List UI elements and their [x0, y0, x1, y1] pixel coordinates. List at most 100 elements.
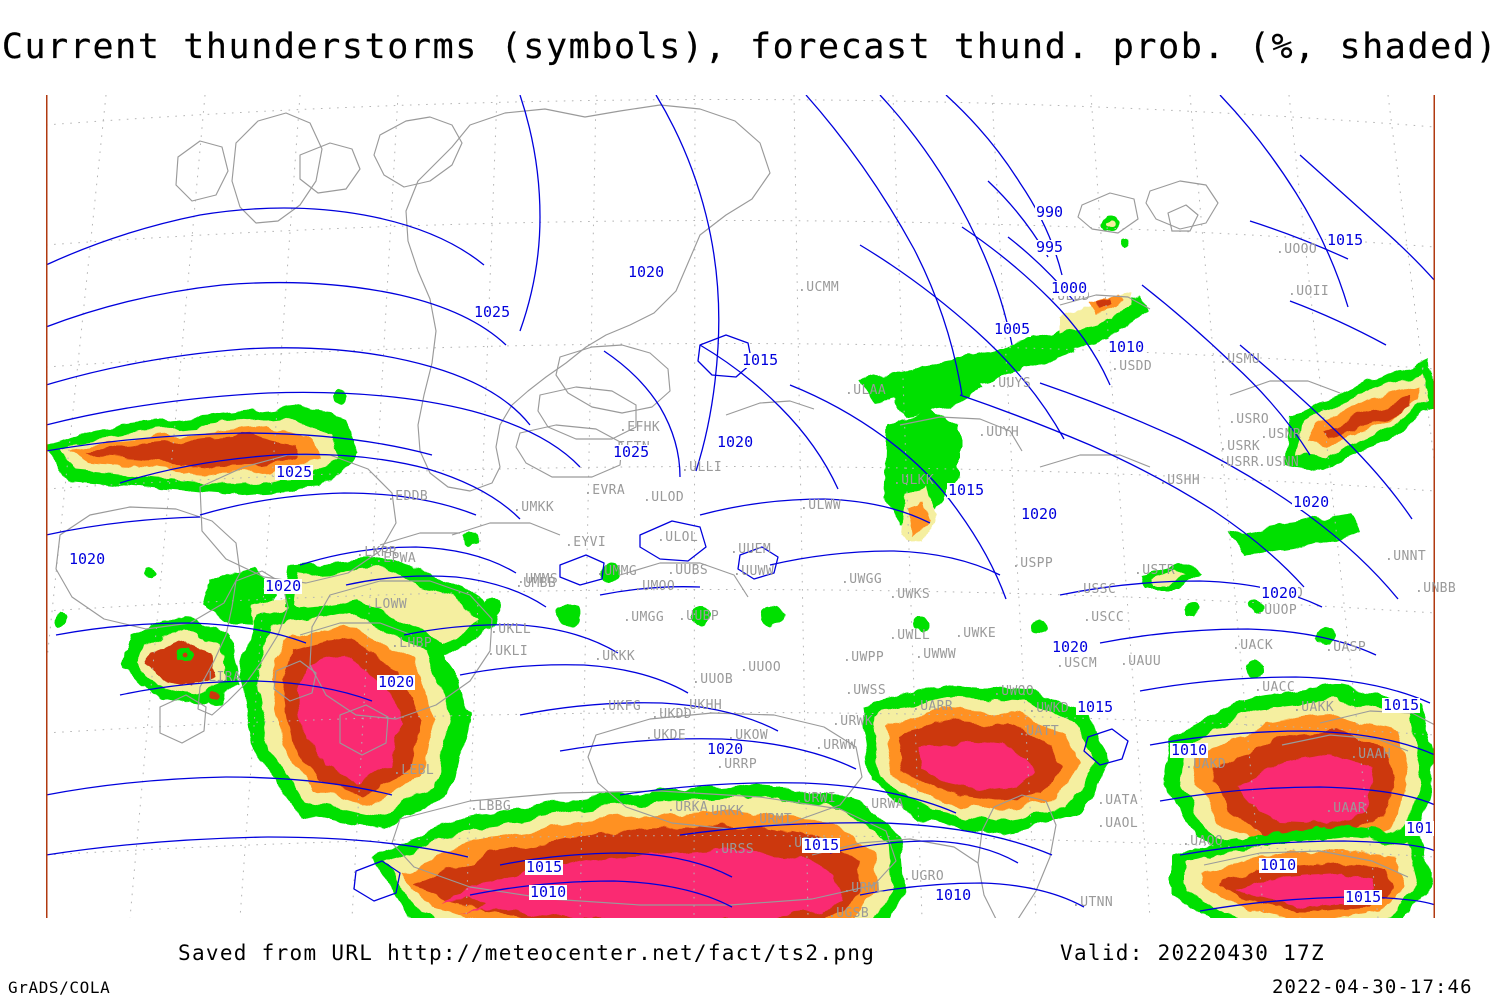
station-label: .URWA [863, 797, 905, 812]
station-label: .URWI [795, 791, 837, 806]
station-label: .UKLL [490, 622, 532, 637]
station-label: .USNN [1258, 455, 1300, 470]
isobar-label: 1020 [716, 433, 755, 451]
station-label: .UWWW [915, 647, 957, 662]
isobar-label: 1015 [947, 481, 986, 499]
station-label: .EYVI [565, 535, 607, 550]
station-label: .EVRA [584, 483, 626, 498]
station-label: .USMU [1219, 352, 1261, 367]
isobar-label: 990 [1035, 203, 1065, 221]
station-label: .LKPR [356, 545, 398, 560]
station-label: .UUOB [692, 672, 734, 687]
station-label: .ULKK [893, 473, 935, 488]
isobar-label: 1015 [1326, 231, 1365, 249]
isobar-label: 1015 [1382, 696, 1421, 714]
isobar-label: 1025 [275, 463, 314, 481]
station-label: .UMMS [517, 572, 559, 587]
station-label: .UUWW [733, 564, 775, 579]
valid-time-text: Valid: 20220430 17Z [1060, 941, 1325, 965]
station-label: .UKLI [487, 644, 529, 659]
station-label: .UUOP [1256, 603, 1298, 618]
page-title: Current thunderstorms (symbols), forecas… [1, 27, 1499, 67]
station-label: .UGSB [828, 906, 870, 919]
station-label: .URRP [716, 757, 758, 772]
station-label: .UWLL [889, 628, 931, 643]
station-label: .USCM [1056, 656, 1098, 671]
station-label: .URKA [667, 800, 709, 815]
isobar-label: 1010 [934, 886, 973, 904]
shading-band-northwest [46, 405, 360, 495]
station-label: .USSC [1075, 582, 1117, 597]
shading-band-caucasus [860, 685, 1110, 835]
station-label: .UKOW [727, 728, 769, 743]
isobar-label: 1020 [377, 673, 416, 691]
station-label: .UWOO [993, 684, 1035, 699]
isobar-label: 995 [1035, 238, 1065, 256]
isobar-label: 1015 [802, 836, 841, 854]
station-label: .UWKS [889, 587, 931, 602]
isobar-label: 1020 [264, 577, 303, 595]
station-label: .UAAR [1325, 801, 1367, 816]
station-label: .UMMG [596, 564, 638, 579]
isobar-label: 1015 [741, 351, 780, 369]
station-label: .UMOO [634, 579, 676, 594]
isobar-label: 1020 [627, 263, 666, 281]
station-label: .UNBB [1415, 581, 1457, 596]
station-label: .ULOD [643, 490, 685, 505]
station-label: .LEBL [393, 763, 435, 778]
shading-scattered-cells [55, 214, 1335, 704]
station-label: .ULLI [681, 460, 723, 475]
station-label: .USCC [1083, 610, 1125, 625]
station-label: .LIRA [200, 670, 242, 685]
isobar-label: 101 [1405, 819, 1435, 837]
station-label: .UASP [1325, 640, 1367, 655]
generation-timestamp: 2022-04-30-17:46 [1272, 976, 1473, 998]
shading-band-italy [122, 568, 310, 705]
station-label: .USPP [1012, 556, 1054, 571]
station-label: .EPWA [375, 551, 417, 566]
station-label: .URMT [751, 812, 793, 827]
station-label: .UWKD [1028, 701, 1070, 716]
station-label: .ULOL [657, 530, 699, 545]
graticule [46, 95, 1435, 918]
station-label: .EFHK [619, 420, 661, 435]
station-label: .UKHH [681, 698, 723, 713]
isobar-label: 1020 [1051, 638, 1090, 656]
map-border [46, 95, 1435, 918]
station-label: .USNR [1260, 427, 1302, 442]
isobar-label: 1020 [706, 740, 745, 758]
station-label: .UMBB [515, 576, 557, 591]
station-label: .USHH [1159, 473, 1201, 488]
shading-streak-volga [860, 293, 1150, 543]
shading-mass-kazakhstan [1165, 685, 1435, 875]
isobar-label: 1025 [1370, 918, 1409, 919]
isobar-label: 1025 [473, 303, 512, 321]
station-label: .USRK [1219, 439, 1261, 454]
station-label: .UAUU [1120, 654, 1162, 669]
station-label: .ULAA [845, 383, 887, 398]
station-label: .UUBS [667, 563, 709, 578]
station-label: .UACK [1232, 638, 1274, 653]
station-label: .UKDD [651, 707, 693, 722]
isobar-label: 1025 [612, 443, 651, 461]
station-label: .LOWW [366, 597, 408, 612]
station-label: .USDD [1111, 359, 1153, 374]
station-label: .UKKK [594, 649, 636, 664]
station-label: .UOOO [1276, 242, 1318, 257]
station-label: .UMKK [513, 500, 555, 515]
station-label: .URKK [703, 804, 745, 819]
isobar-label: 1020 [1020, 505, 1059, 523]
station-label: .UWPP [843, 650, 885, 665]
station-label: .URML [843, 881, 885, 896]
station-label: .URWK [832, 714, 874, 729]
station-label: .UUEM [730, 542, 772, 557]
weather-map-panel: .UCMM .ULDD .USDD .USMU .UOOO .UOII .UUYS .ULAA… [0, 95, 1500, 919]
station-label: .UAKK [1293, 700, 1335, 715]
station-label: .UUBP [678, 609, 720, 624]
station-label: .USTR [1134, 563, 1176, 578]
station-label: .ULWW [800, 498, 842, 513]
station-label: .EDDB [387, 489, 429, 504]
station-label: .UUOO [740, 660, 782, 675]
station-label: .LBBG [470, 799, 512, 814]
